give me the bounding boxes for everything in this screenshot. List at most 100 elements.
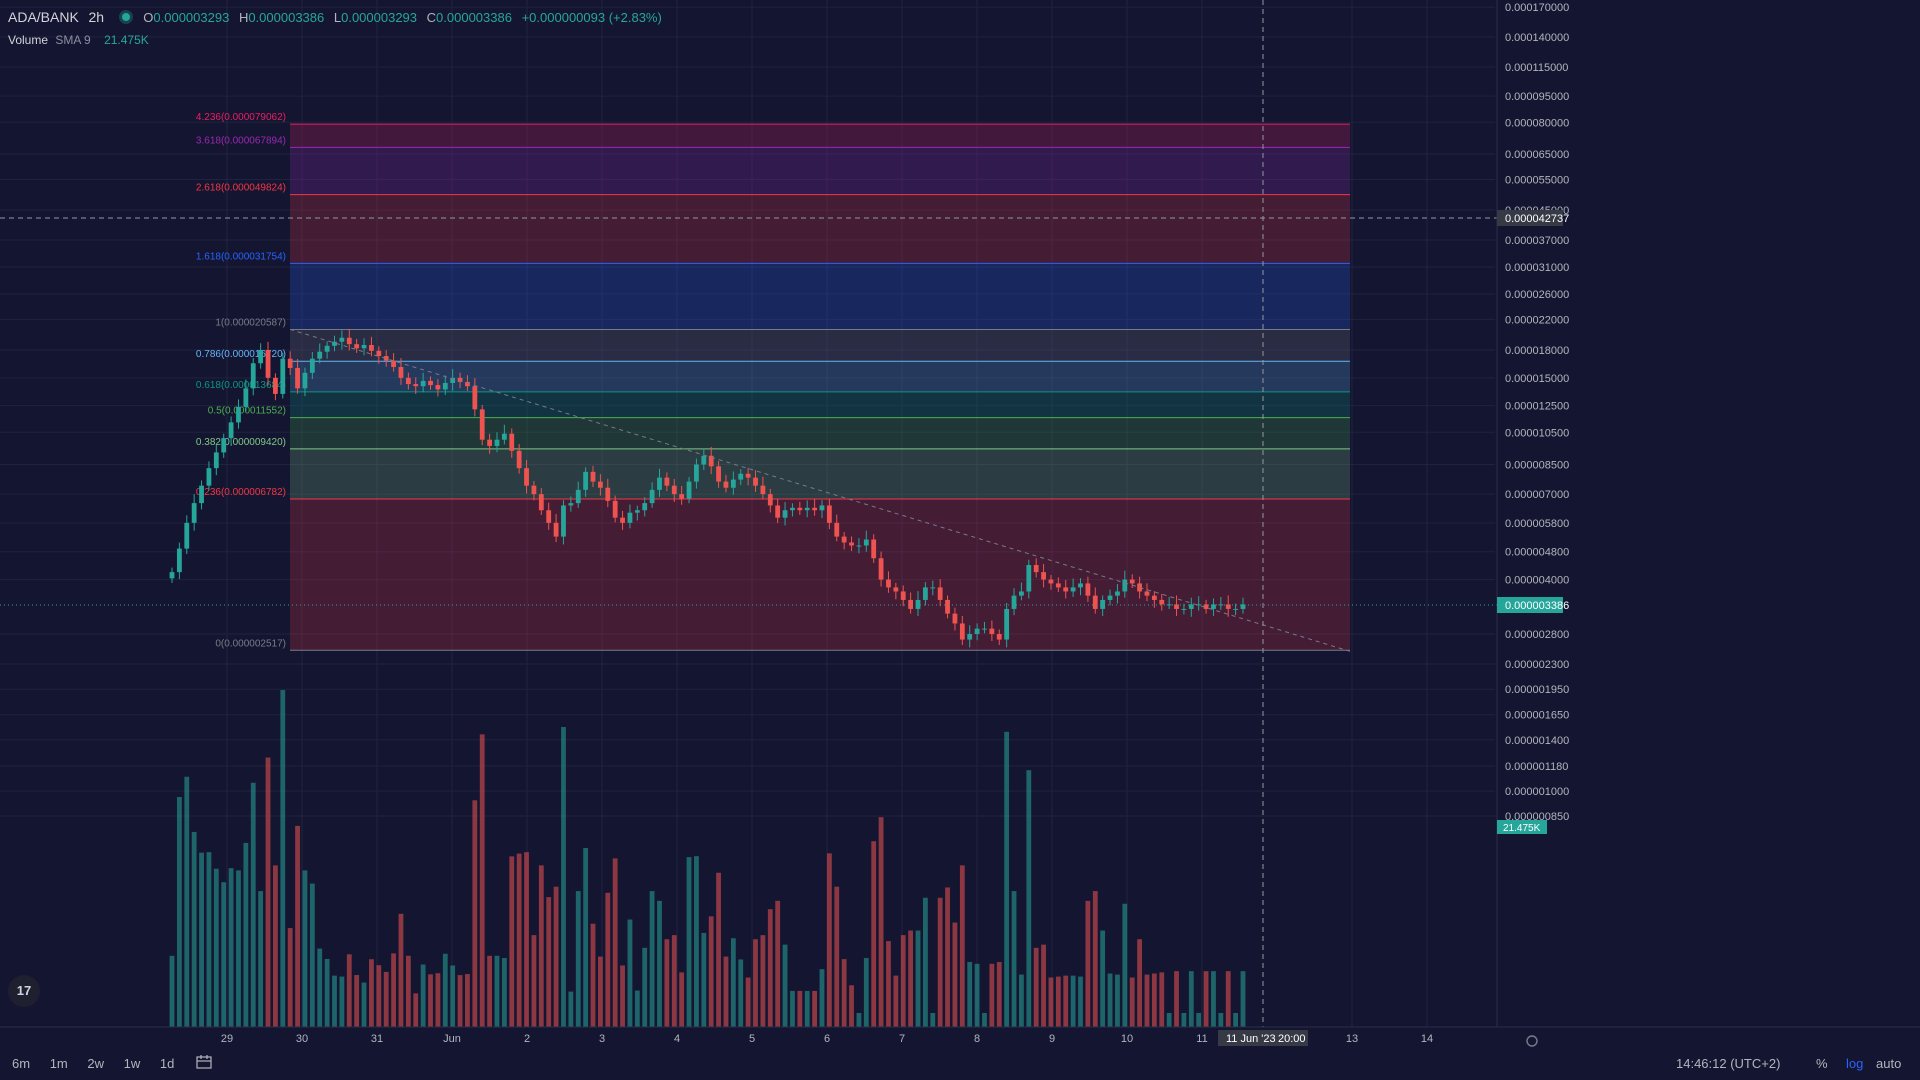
volume-bar xyxy=(782,944,788,1027)
volume-bar xyxy=(1144,974,1150,1027)
volume-bar xyxy=(804,990,810,1027)
candle-body xyxy=(1048,579,1054,584)
price-tick-label: 0.000115000 xyxy=(1505,62,1568,74)
candle-body xyxy=(369,344,374,351)
market-status-icon xyxy=(121,13,130,21)
price-tick-label: 0.000170000 xyxy=(1505,2,1569,14)
price-tick-label: 0.000001400 xyxy=(1505,735,1569,747)
candle-body xyxy=(708,455,714,467)
candle-body xyxy=(871,539,877,559)
range-1m-button[interactable]: 1m xyxy=(49,1056,68,1071)
volume-bar xyxy=(376,965,382,1027)
volume-bar xyxy=(1041,944,1046,1027)
volume-bar xyxy=(583,847,589,1027)
fib-level-label: 1(0.000020587) xyxy=(215,317,286,328)
range-6m-button[interactable]: 6m xyxy=(12,1056,31,1071)
candle-body xyxy=(605,487,611,501)
clock[interactable]: 14:46:12 (UTC+2) xyxy=(1676,1056,1781,1071)
candle-body xyxy=(302,372,308,389)
candle-body xyxy=(295,367,300,389)
candle-body xyxy=(457,377,463,382)
volume-bar xyxy=(620,965,625,1027)
volume-bar xyxy=(176,797,182,1027)
volume-bar xyxy=(959,865,965,1027)
volume-bar xyxy=(1092,891,1098,1027)
date-range-icon[interactable] xyxy=(194,1052,214,1072)
close-value: 0.000003386 xyxy=(436,10,512,25)
tradingview-logo[interactable]: 17 xyxy=(8,975,40,1007)
volume-bar xyxy=(354,975,360,1027)
candle-body xyxy=(405,377,411,385)
candle-body xyxy=(701,455,707,465)
time-tick-label: 8 xyxy=(974,1033,980,1045)
percent-toggle[interactable]: % xyxy=(1816,1056,1828,1071)
range-2w-button[interactable]: 2w xyxy=(87,1056,104,1071)
fib-zone xyxy=(290,417,1350,449)
candle-body xyxy=(465,381,470,387)
volume-bar xyxy=(679,972,685,1027)
fib-zone xyxy=(290,124,1350,148)
time-tick-label: 30 xyxy=(296,1033,308,1045)
range-1w-button[interactable]: 1w xyxy=(123,1056,141,1071)
volume-legend[interactable]: Volume SMA 9 21.475K xyxy=(8,33,149,47)
volume-bar xyxy=(1070,975,1076,1027)
candle-body xyxy=(679,494,685,499)
candle-body xyxy=(531,485,537,495)
candle-body xyxy=(922,587,928,600)
candle-body xyxy=(250,363,256,389)
candle-body xyxy=(1011,595,1017,609)
candle-body xyxy=(893,587,899,592)
range-buttons: 6m 1m 2w 1w 1d xyxy=(12,1056,190,1071)
volume-bar xyxy=(856,1012,862,1027)
volume-bar xyxy=(605,892,611,1027)
candle-body xyxy=(974,628,980,635)
candle-body xyxy=(952,613,958,624)
candle-body xyxy=(738,473,744,480)
volume-bar xyxy=(1137,939,1142,1027)
candle-body xyxy=(1166,604,1172,606)
volume-value: 21.475K xyxy=(104,33,149,47)
price-tick-label: 0.000001180 xyxy=(1505,761,1568,773)
price-tick-label: 0.000037000 xyxy=(1505,235,1569,247)
fib-level-label: 4.236(0.000079062) xyxy=(196,112,286,123)
candle-body xyxy=(346,337,352,345)
volume-bar xyxy=(930,1012,936,1027)
crosshair-price-badge xyxy=(1497,210,1563,226)
volume-bar xyxy=(250,782,256,1027)
range-1d-button[interactable]: 1d xyxy=(159,1056,175,1071)
price-tick-label: 0.000140000 xyxy=(1505,32,1569,44)
candle-body xyxy=(1137,583,1142,592)
volume-bar xyxy=(1166,1012,1172,1027)
candle-body xyxy=(413,384,419,387)
symbol-name[interactable]: ADA/BANK xyxy=(8,9,79,25)
fib-level-label: 3.618(0.000067894) xyxy=(196,135,286,146)
volume-bar xyxy=(642,947,648,1027)
volume-bar xyxy=(346,954,352,1027)
timeframe[interactable]: 2h xyxy=(88,9,105,25)
fib-zone xyxy=(290,329,1350,362)
log-toggle[interactable]: log xyxy=(1846,1056,1864,1071)
volume-bar xyxy=(435,973,441,1027)
volume-bar xyxy=(295,825,300,1027)
time-tick-label: 11 xyxy=(1196,1033,1207,1045)
volume-bar xyxy=(1107,973,1113,1027)
candle-body xyxy=(221,438,227,453)
volume-bar xyxy=(775,900,781,1027)
fib-level-label: 0.618(0.000013684) xyxy=(196,380,286,391)
volume-bar xyxy=(309,883,315,1027)
volume-bar xyxy=(428,974,433,1027)
volume-bar xyxy=(974,963,980,1027)
volume-bar xyxy=(184,776,190,1027)
candle-body xyxy=(428,380,433,386)
candle-body xyxy=(723,481,729,488)
candle-body xyxy=(767,494,773,506)
candle-body xyxy=(538,494,544,511)
candle-body xyxy=(730,479,736,488)
volume-bar xyxy=(221,882,227,1027)
candle-body xyxy=(383,356,389,361)
auto-toggle[interactable]: auto xyxy=(1876,1056,1902,1071)
crosshair-time-badge xyxy=(1218,1030,1308,1046)
fib-zone xyxy=(290,194,1350,264)
candle-body xyxy=(797,507,803,511)
